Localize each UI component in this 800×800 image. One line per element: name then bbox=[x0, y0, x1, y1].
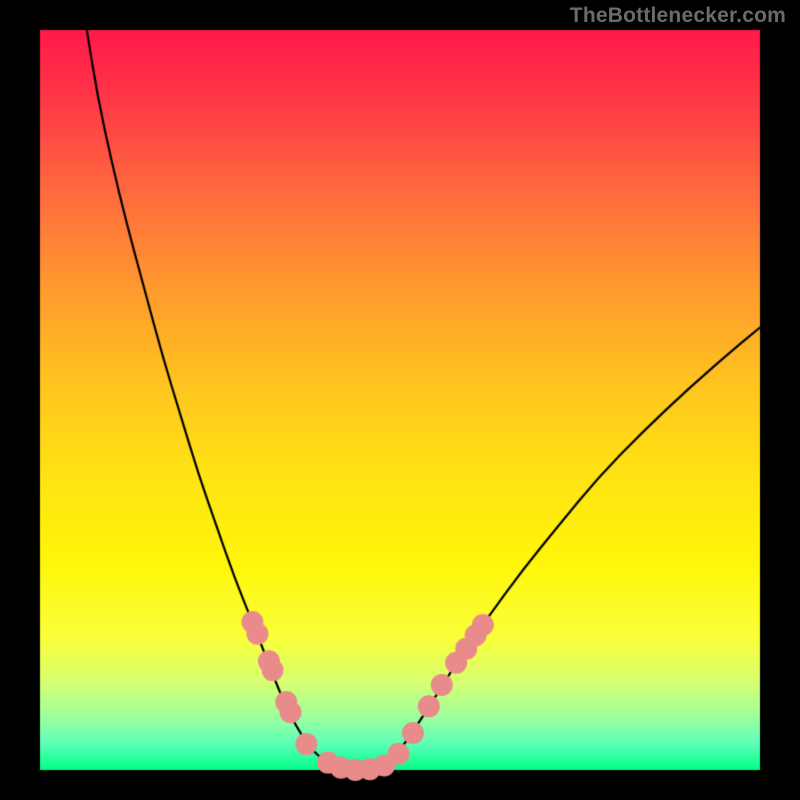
watermark-text: TheBottlenecker.com bbox=[570, 4, 786, 28]
bottleneck-curve-chart bbox=[0, 0, 800, 800]
chart-frame: TheBottlenecker.com bbox=[0, 0, 800, 800]
